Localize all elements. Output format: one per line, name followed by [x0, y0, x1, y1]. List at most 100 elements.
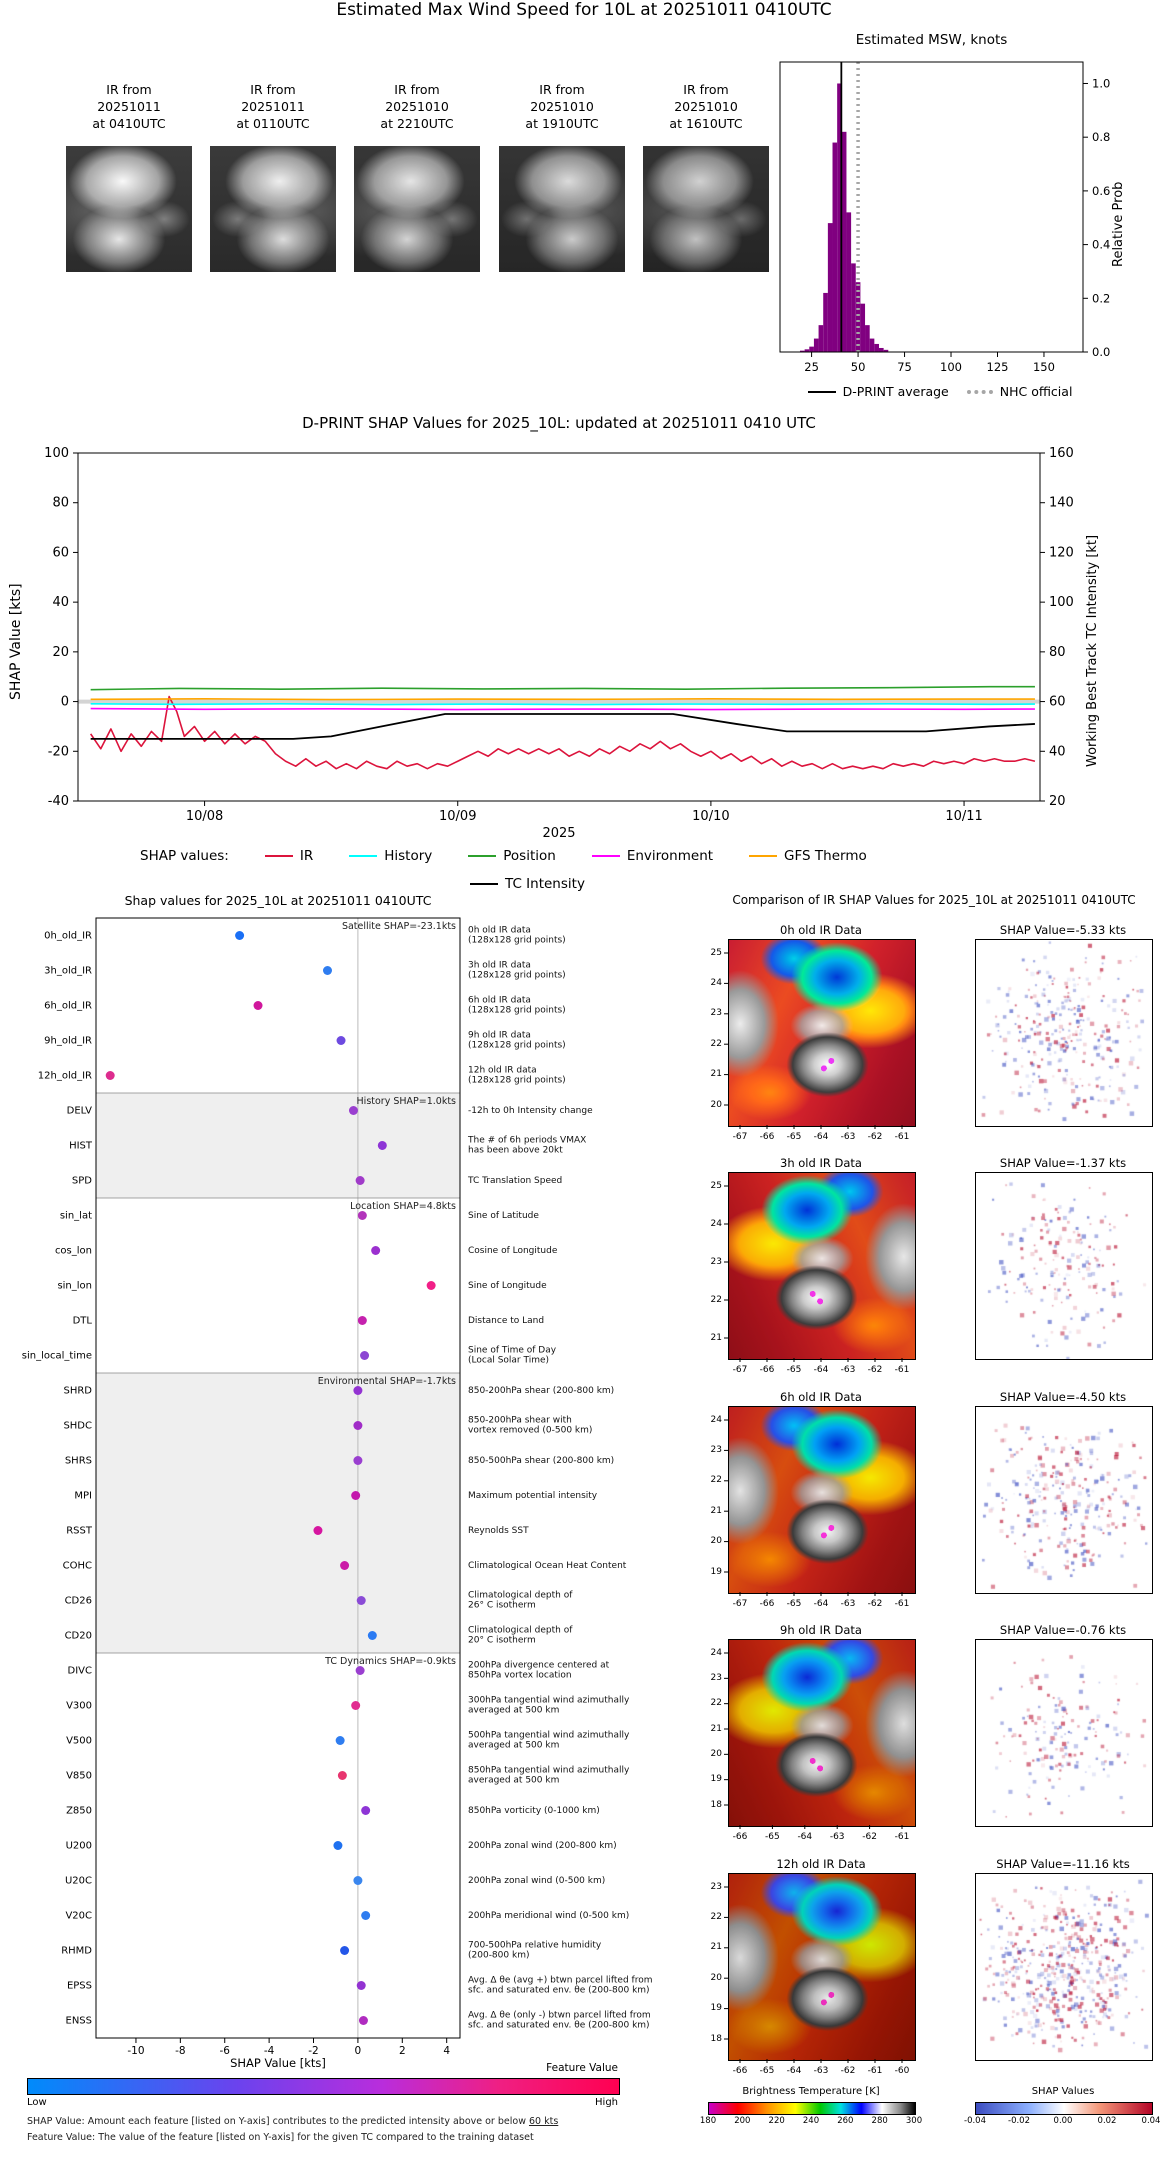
- lat-tick-label: 23: [710, 1008, 722, 1019]
- feature-description: Climatological depth of 20° C isotherm: [468, 1625, 703, 1646]
- timeseries-ytick-left: 100: [44, 446, 69, 461]
- timeseries-ytick-left: 40: [52, 595, 69, 610]
- shap-dot-Z850: [361, 1806, 371, 1815]
- timeseries-xlabel: 2025: [542, 826, 576, 841]
- group-header: Satellite SHAP=-23.1kts: [342, 921, 456, 932]
- lon-tick-label: -62: [867, 1599, 883, 1609]
- shap-value-map: [975, 1406, 1153, 1594]
- feature-name: U200: [65, 1840, 92, 1851]
- histogram-bar: [883, 349, 889, 352]
- timeseries-ytick-right: 100: [1049, 595, 1074, 610]
- dotted-line-swatch: [966, 389, 993, 394]
- feature-name: 6h_old_IR: [44, 1000, 92, 1011]
- timeseries-ytick-right: 120: [1049, 545, 1074, 560]
- lon-tick-label: -64: [813, 1365, 829, 1375]
- lat-tick-label: 21: [710, 1332, 722, 1343]
- feature-name: SHDC: [63, 1420, 92, 1431]
- timeseries-ytick-left: 80: [52, 496, 69, 511]
- timeseries-ytick-right: 40: [1049, 744, 1066, 759]
- feature-description: -12h to 0h Intensity change: [468, 1105, 703, 1116]
- ir-thumbnail-image: [66, 146, 192, 272]
- shap-dot-12h_old_IR: [105, 1071, 115, 1080]
- histogram-ytick-label: 0.6: [1092, 184, 1110, 198]
- histogram-ytick-label: 0.8: [1092, 130, 1110, 144]
- shap-dot-9h_old_IR: [336, 1036, 346, 1045]
- lon-tick-label: -66: [732, 2066, 748, 2076]
- feature-description-line: sfc. and saturated env. θe (200-800 km): [468, 2020, 650, 2031]
- lat-tick-label: 20: [710, 1536, 722, 1547]
- feature-description-line: 300hPa tangential wind azimuthally: [468, 1695, 630, 1705]
- legend-history: History: [349, 848, 432, 864]
- feature-description-line: 850hPa tangential wind azimuthally: [468, 1765, 630, 1775]
- feature-description-line: averaged at 500 km: [468, 1705, 560, 1716]
- shap-colorbar-tick: 0.04: [1141, 2116, 1161, 2126]
- legend-prefix: SHAP values:: [140, 848, 229, 864]
- lon-tick-label: -61: [894, 1599, 910, 1609]
- feature-description-line: (128x128 grid points): [468, 970, 566, 981]
- shap-colorbar-tick: 0.00: [1053, 2116, 1073, 2126]
- legend-dprint-average: D-PRINT average: [807, 384, 949, 399]
- histogram-bar: [841, 131, 847, 352]
- timeseries-ytick-left: 20: [52, 645, 69, 660]
- comparison-title: Comparison of IR SHAP Values for 2025_10…: [732, 893, 1136, 907]
- feature-description: Climatological Ocean Heat Content: [468, 1560, 703, 1571]
- histogram-xtick-label: 150: [1033, 360, 1055, 374]
- colored-line-swatch: [349, 855, 378, 857]
- lat-tick-label: 20: [710, 1099, 722, 1110]
- group-shading: [96, 1373, 460, 1653]
- lon-tick-label: -63: [829, 1832, 845, 1842]
- feature-description-line: Avg. Δ θe (avg +) btwn parcel lifted fro…: [468, 1975, 653, 1985]
- ir-thumbnail-image: [354, 146, 480, 272]
- shap-dot-sin_lon: [426, 1281, 436, 1290]
- feature-description: 3h old IR data (128x128 grid points): [468, 960, 703, 981]
- feature-description: The # of 6h periods VMAX has been above 2…: [468, 1135, 703, 1156]
- feature-description-line: averaged at 500 km: [468, 1740, 560, 1751]
- timeseries-xtick: 10/09: [439, 809, 476, 824]
- shap-dot-EPSS: [356, 1981, 366, 1990]
- feature-description: Maximum potential intensity: [468, 1490, 703, 1501]
- feature-description-line: (200-800 km): [468, 1950, 530, 1961]
- feature-description-line: 850-200hPa shear with: [468, 1415, 572, 1425]
- lat-tick-label: 24: [710, 1414, 722, 1425]
- lat-tick-label: 25: [710, 947, 722, 958]
- timeseries-frame: [77, 452, 1041, 802]
- feature-plot-title: Shap values for 2025_10L at 20251011 041…: [124, 893, 432, 908]
- ir-cloud-decor: [729, 1640, 915, 1826]
- histogram-xtick-label: 50: [851, 360, 866, 374]
- histogram-bar: [837, 83, 842, 353]
- feature-name: 0h_old_IR: [44, 930, 92, 941]
- feature-description-line: 200hPa meridional wind (0-500 km): [468, 1910, 630, 1921]
- series-Position: [90, 685, 1035, 691]
- lat-tick-label: 19: [710, 1566, 722, 1577]
- feature-description-line: averaged at 500 km: [468, 1775, 560, 1786]
- series-Environment: [90, 707, 1035, 711]
- timeseries-xtick: 10/10: [692, 809, 729, 824]
- feature-description-line: 200hPa zonal wind (0-500 km): [468, 1875, 606, 1886]
- lat-tick-label: 21: [710, 1723, 722, 1734]
- feature-name: 12h_old_IR: [37, 1070, 92, 1081]
- shap-value-map: [975, 1873, 1153, 2061]
- feature-name: cos_lon: [54, 1245, 92, 1256]
- feature-description: Sine of Longitude: [468, 1280, 703, 1291]
- histogram-ytick-label: 0.0: [1092, 345, 1110, 359]
- feature-description-line: 12h old IR data: [468, 1065, 537, 1075]
- shap-dot-SHRS: [353, 1456, 363, 1465]
- shap-dot-cos_lon: [371, 1246, 381, 1255]
- feature-description-line: (128x128 grid points): [468, 1075, 566, 1086]
- lat-tick-label: 20: [710, 1972, 722, 1983]
- ir-data-title: 0h old IR Data: [780, 923, 862, 937]
- feature-plot-xlabel: SHAP Value [kts]: [230, 2056, 326, 2070]
- histogram-bar: [799, 350, 805, 352]
- histogram-bar: [804, 349, 810, 352]
- lat-tick-label: 18: [710, 1799, 722, 1810]
- ir-thumbnail-label: 20251011: [241, 99, 305, 114]
- feature-name: CD20: [64, 1630, 92, 1641]
- shap-values-colorbar-label: SHAP Values: [1031, 2086, 1095, 2097]
- lat-tick-label: 23: [710, 1256, 722, 1267]
- legend-label: TC Intensity: [505, 876, 585, 892]
- feature-description-line: 850hPa vorticity (0-1000 km): [468, 1805, 600, 1816]
- lat-tick-label: 21: [710, 1505, 722, 1516]
- feature-description: 9h old IR data (128x128 grid points): [468, 1030, 703, 1051]
- shap-dot-RSST: [313, 1526, 323, 1535]
- ir-thumbnail-label: at 1610UTC: [669, 116, 743, 131]
